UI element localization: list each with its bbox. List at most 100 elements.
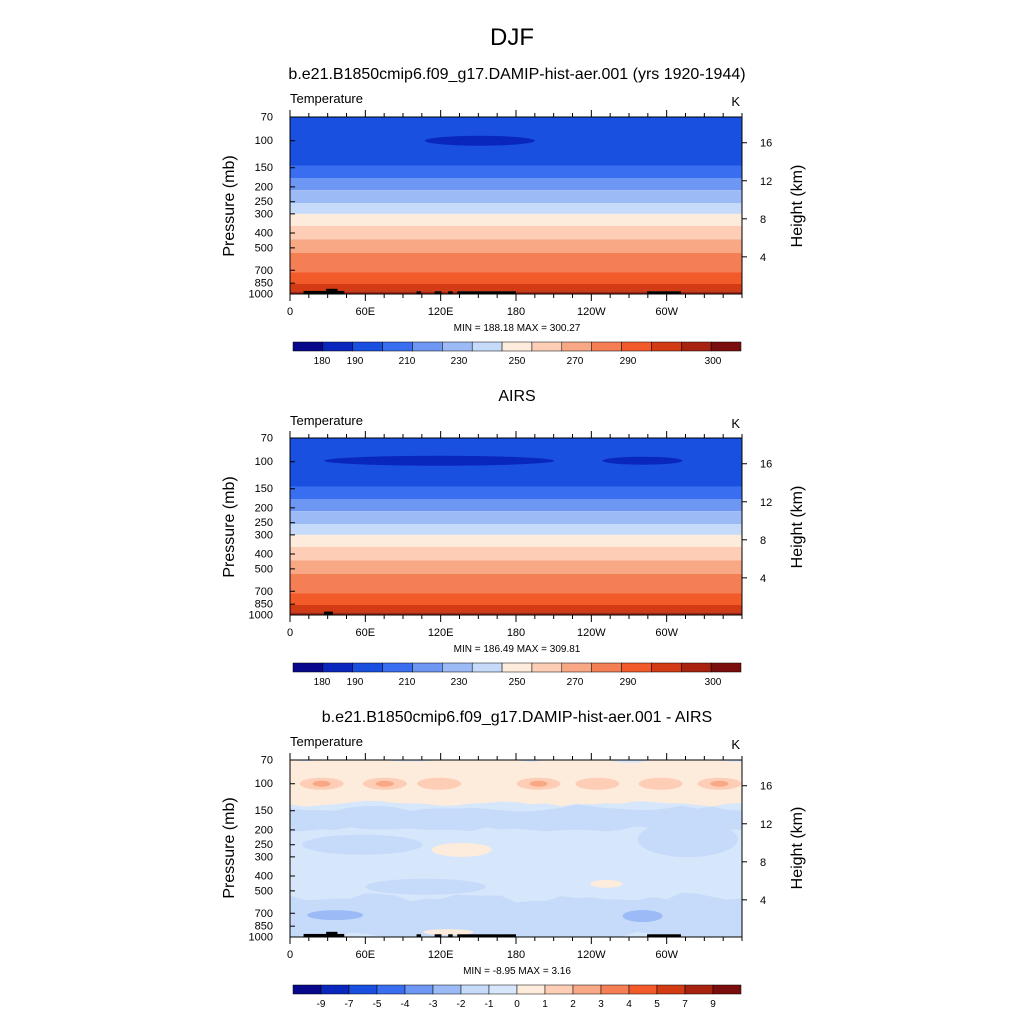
colorbar-box [352,341,383,352]
colorbar-label: -3 [429,999,438,1010]
pressure-tick-label: 200 [255,824,273,836]
height-tick-label: 16 [760,138,772,150]
colorbar-label: 190 [347,677,364,688]
topography-block [303,933,345,937]
pressure-tick-label: 300 [255,208,273,220]
pressure-tick-label: 700 [255,265,273,277]
topography-block [416,291,422,294]
colorbar-box [681,662,712,673]
panel-2-unit-label: K [731,416,740,431]
colorbar-label: 0 [514,999,520,1010]
pressure-tick-label: 850 [255,599,273,611]
pressure-tick-label: 500 [255,563,273,575]
pressure-tick-label: 300 [255,529,273,541]
panel-1-var-label: Temperature [290,91,363,106]
warm-anomaly [312,780,331,787]
contour-band [290,605,742,613]
panel-1-colorbar: 180 190 210 230 250 270 290 300 [292,341,742,367]
cold-anomaly [307,910,364,921]
contour-band [290,284,742,292]
topography-block [326,288,338,294]
panel-2-minmax: MIN = 186.49 MAX = 309.81 [454,644,581,655]
pressure-tick-label: 100 [255,456,273,468]
colorbar-label: 290 [620,677,637,688]
cold-anomaly [365,878,486,895]
colorbar-label: 270 [567,677,584,688]
x-tick-label: 60E [356,306,376,318]
panel-3-topography [303,931,681,937]
colorbar-box [460,984,490,995]
contour-band [290,499,742,512]
colorbar-label: -2 [457,999,466,1010]
cold-anomaly [622,910,663,923]
height-tick-label: 4 [760,895,766,907]
colorbar-box [656,984,686,995]
pressure-tick-label: 400 [255,871,273,883]
pressure-tick-label: 850 [255,278,273,290]
pressure-tick-label: 100 [255,135,273,147]
colorbar-box [600,984,630,995]
colorbar-box [681,341,712,352]
pressure-tick-label: 1000 [249,289,273,301]
panel-2-x-axis: 0 60E 120E 180 120W 60W [287,431,743,639]
topography-block [647,934,681,937]
colorbar-box [292,662,324,673]
colorbar-box [651,662,682,673]
colorbar-box [292,984,322,995]
panel-2-contour-bands [290,438,742,615]
x-tick-label: 120W [577,627,606,639]
colorbar-label: -1 [485,999,494,1010]
topography-block [448,291,453,294]
panel-1-unit-label: K [731,94,740,109]
warm-anomaly [431,842,492,857]
x-tick-label: 180 [507,627,525,639]
contour-band [290,547,742,561]
x-tick-label: 60E [356,949,376,961]
topography-block [457,934,516,937]
colorbar-label: -4 [401,999,410,1010]
contour-band [290,593,742,605]
panel-3-var-label: Temperature [290,734,363,749]
colorbar-box [531,341,563,352]
contour-band [290,486,742,499]
colorbar-box [628,984,658,995]
warm-anomaly [417,777,462,790]
contour-band [290,190,742,203]
colorbar-box [432,984,462,995]
colorbar-label: 180 [314,356,331,367]
cold-core [424,135,535,146]
height-tick-label: 4 [760,573,766,585]
topography-block [303,290,345,294]
x-tick-label: 60W [655,949,678,961]
colorbar-box [544,984,574,995]
contour-band [290,178,742,191]
contour-band [290,560,742,574]
height-tick-label: 12 [760,819,772,831]
colorbar-box [651,341,682,352]
panel-3-x-axis: 0 60E 120E 180 120W 60W [287,753,743,961]
cold-core [324,455,555,466]
pressure-tick-label: 300 [255,851,273,863]
contour-band [290,574,742,594]
x-tick-label: 0 [287,949,293,961]
height-tick-label: 8 [760,535,766,547]
colorbar-box [572,984,602,995]
colorbar-label: 9 [710,999,716,1010]
colorbar-box [376,984,406,995]
colorbar-box [684,984,714,995]
pressure-tick-label: 150 [255,162,273,174]
topography-block [448,934,453,937]
panel-1-y2label: Height (km) [789,165,806,248]
colorbar-box [404,984,434,995]
x-tick-label: 120E [428,627,454,639]
panel-3-y2label: Height (km) [789,807,806,890]
pressure-tick-label: 400 [255,228,273,240]
colorbar-box [621,662,652,673]
colorbar-label: 7 [682,999,688,1010]
panel-3-minmax: MIN = -8.95 MAX = 3.16 [463,966,571,977]
contour-band [290,892,742,937]
panel-2: AIRS Temperature K 701001502002503004005… [221,388,806,688]
